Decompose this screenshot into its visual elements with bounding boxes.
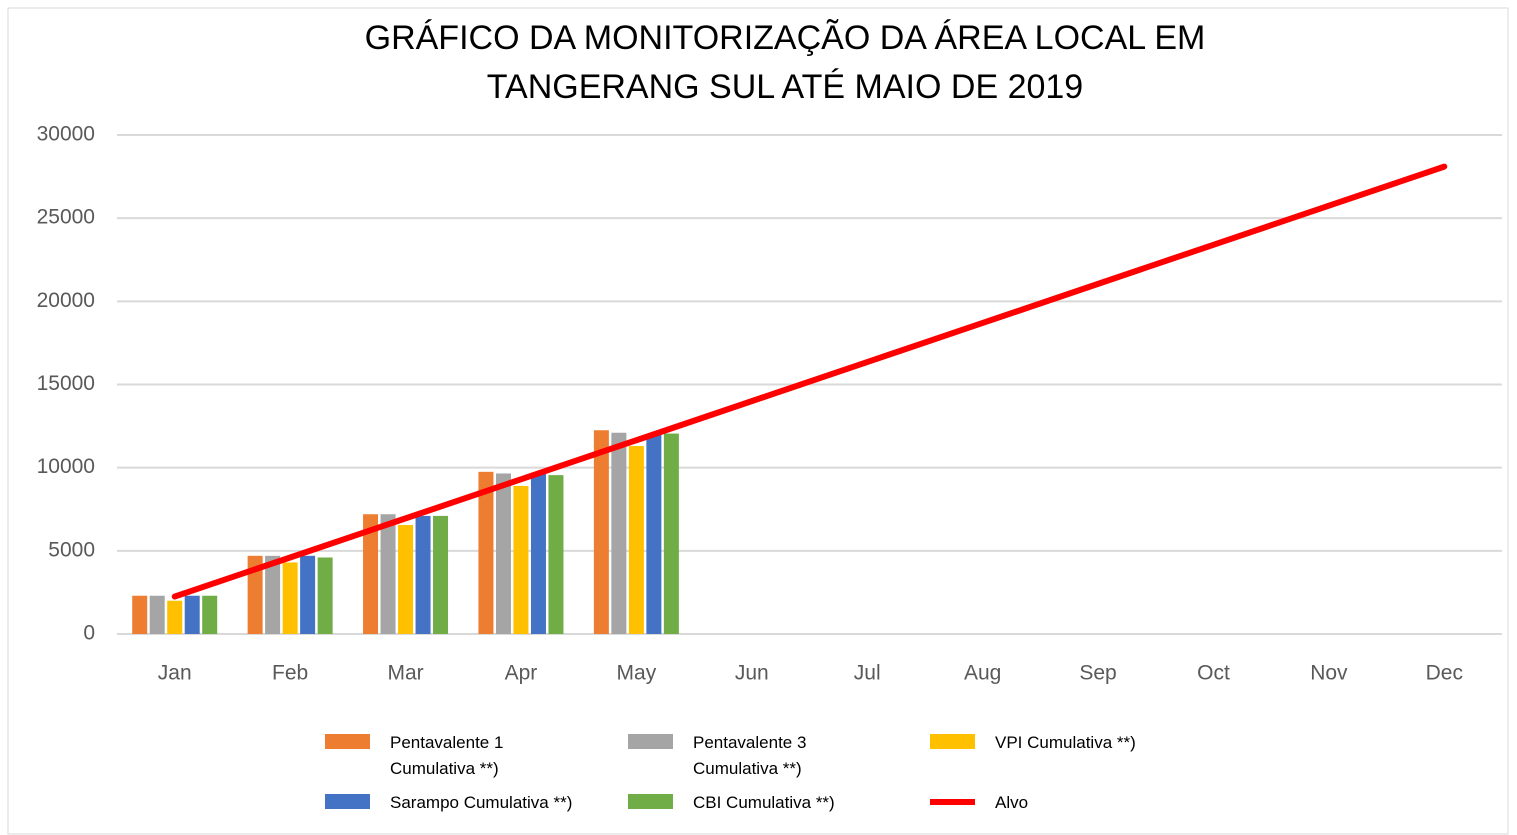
x-tick-label: Mar [387, 662, 423, 685]
chart-title: GRÁFICO DA MONITORIZAÇÃO DA ÁREA LOCAL E… [365, 19, 1206, 57]
x-tick-label: Sep [1079, 662, 1116, 685]
x-tick-label: Nov [1310, 662, 1348, 685]
legend-swatch [628, 794, 673, 809]
bar [184, 595, 200, 634]
y-tick-label: 10000 [37, 455, 95, 478]
bar [300, 555, 316, 634]
line [171, 163, 1448, 600]
bar [663, 433, 679, 634]
x-tick-label: Aug [964, 662, 1001, 685]
bar [363, 514, 379, 634]
chart-title: TANGERANG SUL ATÉ MAIO DE 2019 [487, 68, 1083, 106]
bar [611, 432, 627, 634]
legend-label: CBI Cumulativa **) [693, 793, 835, 812]
legend-swatch [325, 734, 370, 749]
bar [132, 595, 148, 634]
bar [415, 515, 431, 634]
bar [513, 485, 529, 634]
chart-border [7, 7, 1509, 835]
bar [495, 473, 511, 634]
x-tick-label: Jul [854, 662, 881, 685]
x-tick-label: Apr [505, 662, 538, 685]
y-tick-label: 25000 [37, 206, 95, 229]
bar [282, 562, 298, 634]
bar [478, 471, 494, 634]
x-tick-label: Feb [272, 662, 308, 685]
bar [628, 446, 644, 634]
x-tick-label: May [617, 662, 657, 685]
bar [530, 472, 546, 634]
legend-label: Alvo [995, 793, 1029, 812]
bar [265, 555, 281, 634]
y-tick-label: 15000 [37, 372, 95, 395]
bar [646, 434, 662, 634]
legend-swatch [325, 794, 370, 809]
bar [398, 525, 414, 634]
legend-label: Sarampo Cumulativa **) [390, 793, 573, 812]
x-tick-label: Dec [1426, 662, 1463, 685]
y-tick-label: 5000 [48, 538, 95, 561]
legend-swatch [930, 734, 975, 749]
x-tick-label: Jan [158, 662, 192, 685]
y-tick-label: 20000 [37, 289, 95, 312]
x-tick-label: Jun [735, 662, 769, 685]
bar [202, 595, 218, 634]
x-tick-label: Oct [1197, 662, 1230, 685]
legend-swatch [628, 734, 673, 749]
bar [247, 555, 263, 634]
bar [149, 595, 165, 634]
bar [548, 475, 564, 634]
legend-label: Pentavalente 1 Cumulativa **) [390, 733, 504, 778]
bar [593, 430, 609, 634]
bar [380, 514, 396, 634]
bar [317, 557, 333, 634]
bar [167, 600, 183, 634]
y-tick-label: 0 [83, 622, 95, 645]
legend-label: Pentavalente 3 Cumulativa **) [693, 733, 807, 778]
legend-label: VPI Cumulativa **) [995, 733, 1136, 752]
y-tick-label: 30000 [37, 123, 95, 146]
bar [433, 515, 449, 634]
